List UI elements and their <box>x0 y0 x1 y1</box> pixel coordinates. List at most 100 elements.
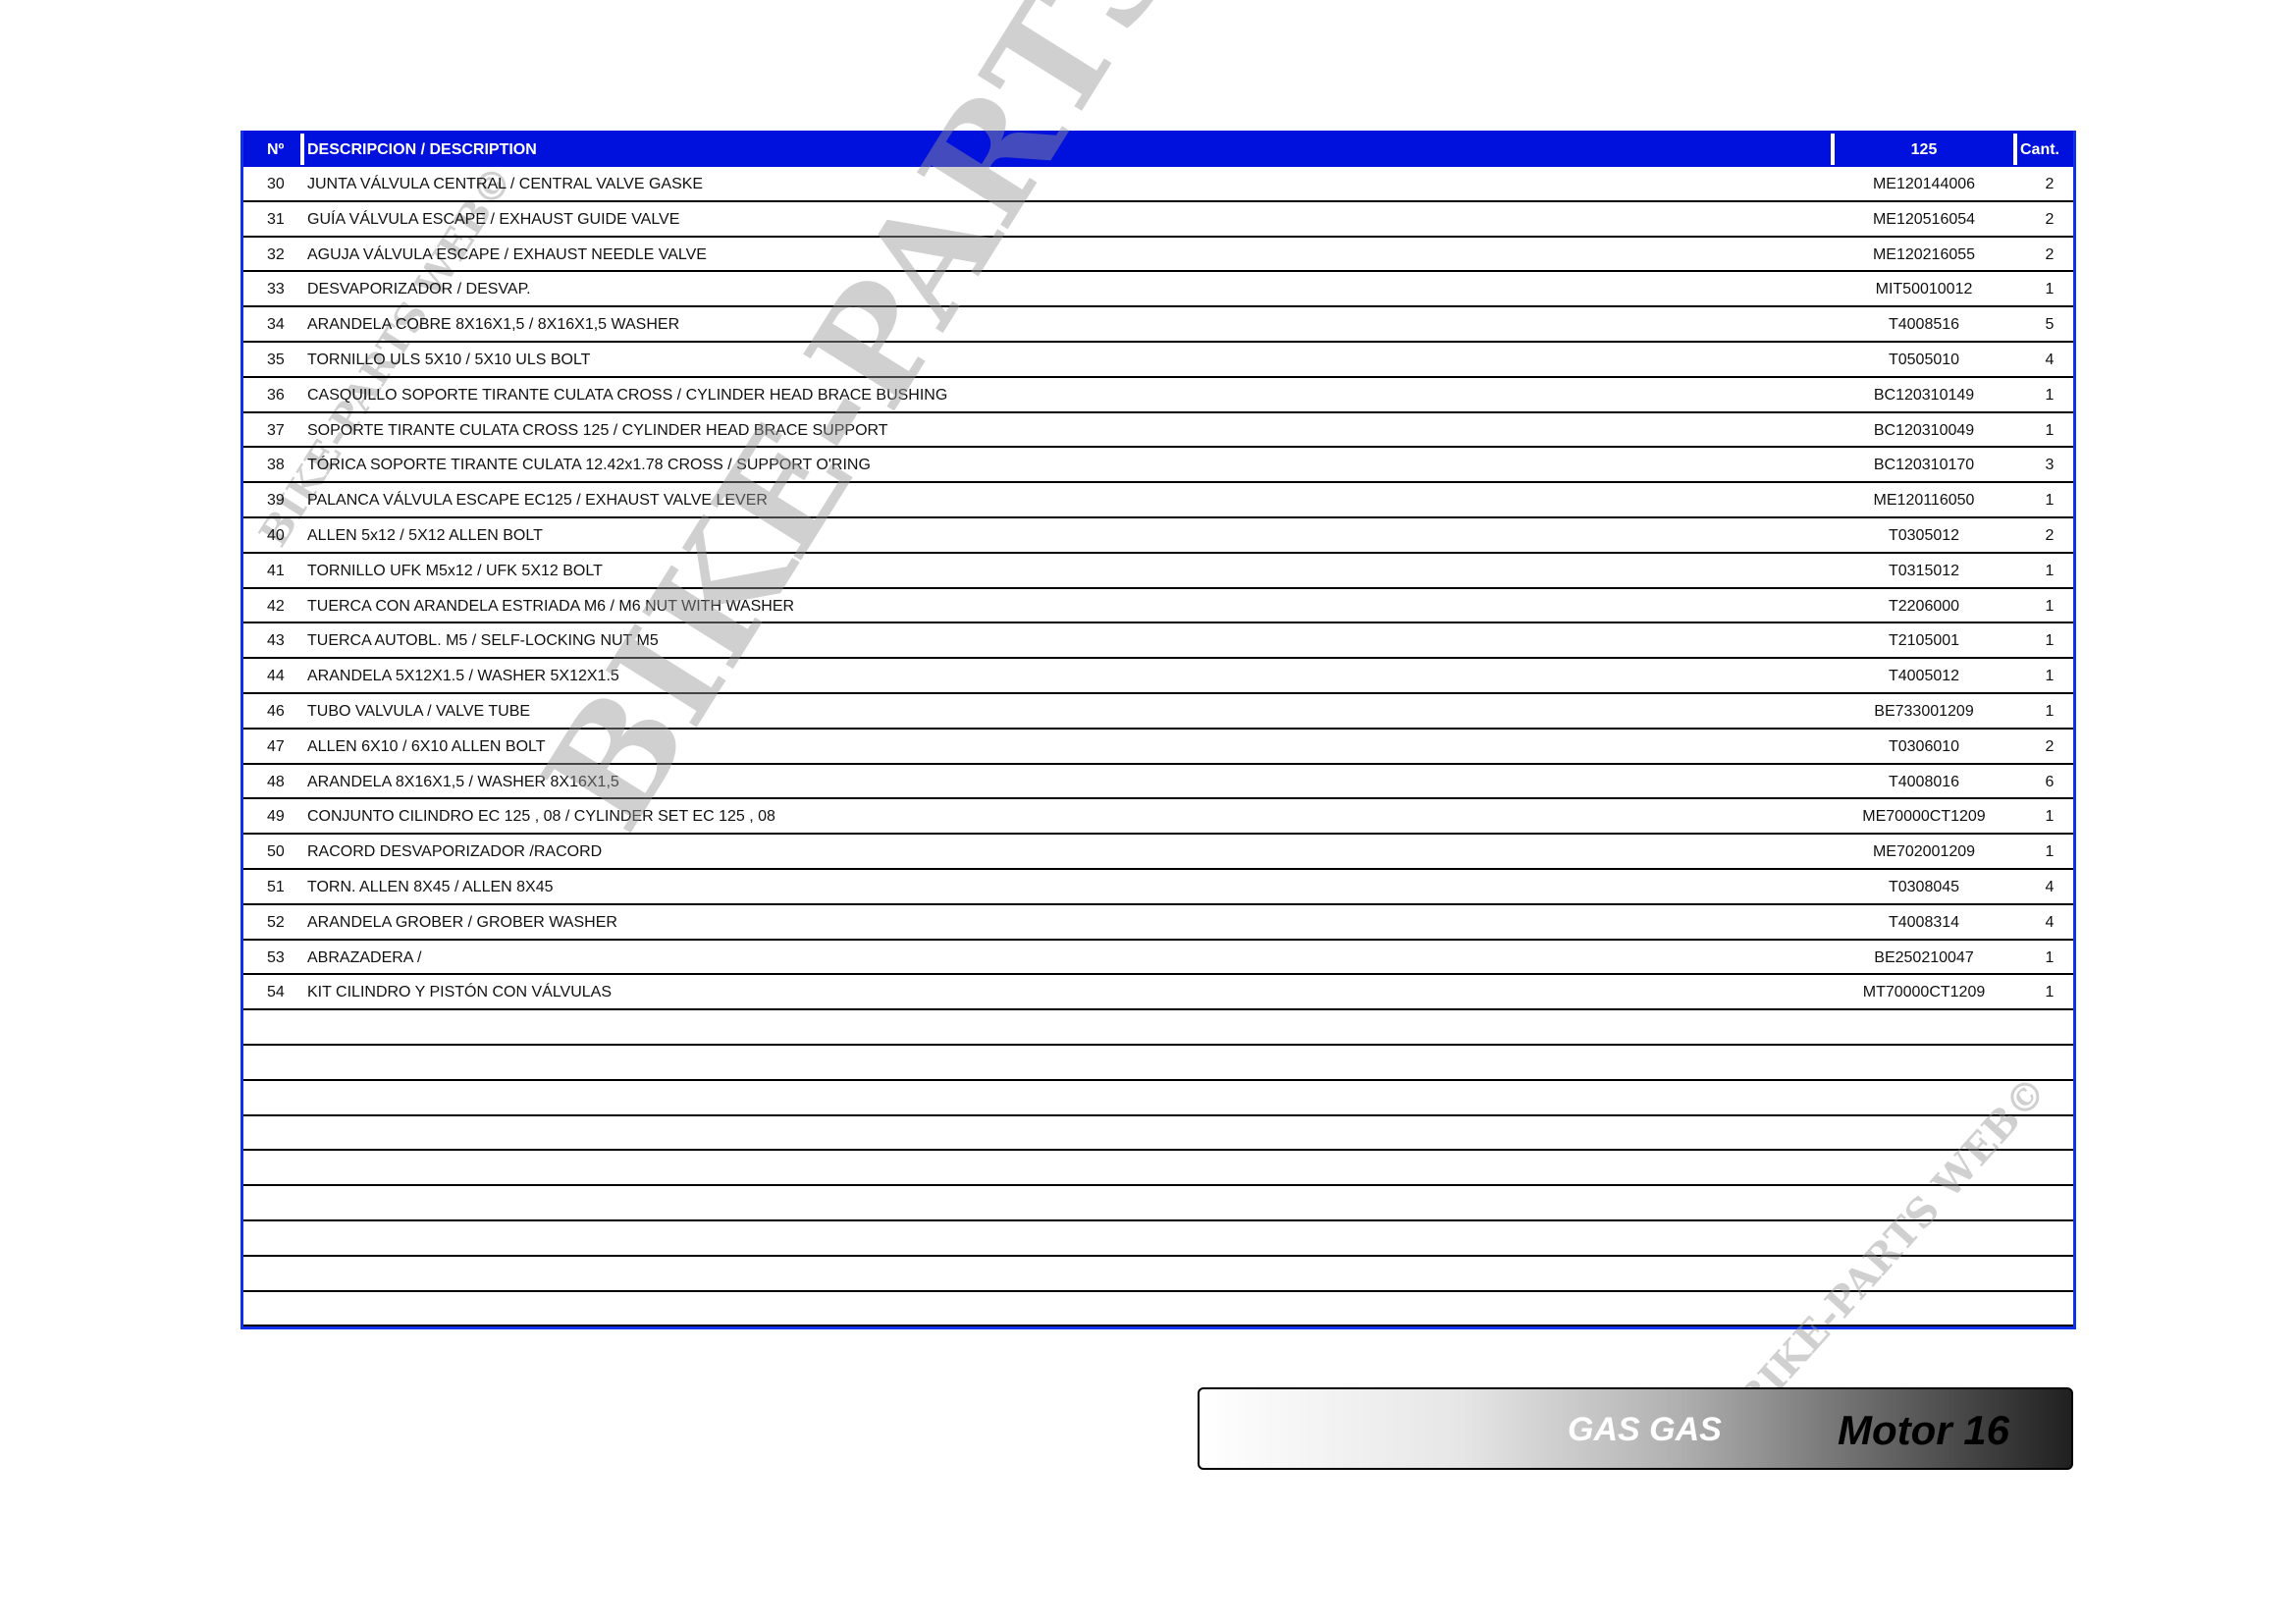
table-row: 33 DESVAPORIZADOR / DESVAP. MIT50010012 1 <box>243 272 2073 308</box>
item-number: 52 <box>267 913 285 931</box>
item-number: 31 <box>267 210 285 228</box>
header-model: 125 <box>1910 141 1938 158</box>
item-quantity: 2 <box>2045 526 2055 544</box>
item-description: AGUJA VÁLVULA ESCAPE / EXHAUST NEEDLE VA… <box>307 245 707 263</box>
table-row: 38 TÓRICA SOPORTE TIRANTE CULATA 12.42x1.… <box>243 448 2073 484</box>
part-code: T0315012 <box>1888 562 1960 579</box>
item-number: 39 <box>267 492 285 510</box>
item-number: 33 <box>267 281 285 298</box>
item-quantity: 1 <box>2045 808 2055 826</box>
item-quantity: 1 <box>2045 492 2055 510</box>
table-row <box>243 1151 2073 1187</box>
item-description: SOPORTE TIRANTE CULATA CROSS 125 / CYLIN… <box>307 421 888 439</box>
item-quantity: 1 <box>2045 386 2055 404</box>
table-row: 32 AGUJA VÁLVULA ESCAPE / EXHAUST NEEDLE … <box>243 238 2073 273</box>
header-no: Nº <box>267 141 285 158</box>
table-row: 47 ALLEN 6X10 / 6X10 ALLEN BOLT T0306010 2 <box>243 730 2073 765</box>
header-description: DESCRIPCION / DESCRIPTION <box>307 141 537 158</box>
item-quantity: 1 <box>2045 702 2055 720</box>
table-row <box>243 1010 2073 1046</box>
table-row: 35 TORNILLO ULS 5X10 / 5X10 ULS BOLT T0505… <box>243 343 2073 378</box>
item-number: 48 <box>267 773 285 790</box>
item-number: 38 <box>267 457 285 474</box>
item-description: TORNILLO ULS 5X10 / 5X10 ULS BOLT <box>307 351 591 368</box>
part-code: BC120310049 <box>1873 421 1975 439</box>
item-number: 51 <box>267 878 285 895</box>
part-code: T2105001 <box>1888 632 1960 650</box>
table-row: 37 SOPORTE TIRANTE CULATA CROSS 125 / CYL… <box>243 413 2073 449</box>
part-code: BC120310149 <box>1873 386 1975 404</box>
item-quantity: 5 <box>2045 316 2055 334</box>
part-code: MIT50010012 <box>1875 281 1973 298</box>
table-row: 48 ARANDELA 8X16X1,5 / WASHER 8X16X1,5 T40… <box>243 765 2073 800</box>
item-description: ABRAZADERA / <box>307 948 422 966</box>
table-row: 43 TUERCA AUTOBL. M5 / SELF-LOCKING NUT M… <box>243 623 2073 660</box>
item-description: ARANDELA 5X12X1.5 / WASHER 5X12X1.5 <box>307 668 619 685</box>
item-description: JUNTA VÁLVULA CENTRAL / CENTRAL VALVE GA… <box>307 176 704 192</box>
item-description: TUERCA CON ARANDELA ESTRIADA M6 / M6 NUT… <box>307 597 795 615</box>
item-description: ALLEN 6X10 / 6X10 ALLEN BOLT <box>307 737 546 755</box>
item-number: 35 <box>267 351 285 368</box>
table-header: Nº DESCRIPCION / DESCRIPTION 125 Cant. <box>243 131 2073 167</box>
part-code: BE250210047 <box>1874 948 1974 966</box>
item-number: 47 <box>267 737 285 755</box>
item-description: ARANDELA COBRE 8X16X1,5 / 8X16X1,5 WASHE… <box>307 316 680 334</box>
table-row <box>243 1257 2073 1292</box>
item-number: 50 <box>267 843 285 861</box>
item-number: 46 <box>267 702 285 720</box>
item-description: GUÍA VÁLVULA ESCAPE / EXHAUST GUIDE VALV… <box>307 210 680 228</box>
table-row <box>243 1292 2073 1327</box>
item-description: KIT CILINDRO Y PISTÓN CON VÁLVULAS <box>307 984 613 1001</box>
item-number: 41 <box>267 562 285 579</box>
table-row: 40 ALLEN 5x12 / 5X12 ALLEN BOLT T0305012 2 <box>243 518 2073 554</box>
item-number: 30 <box>267 176 285 192</box>
header-divider <box>1831 134 1835 165</box>
item-quantity: 3 <box>2045 457 2055 474</box>
table-row: 42 TUERCA CON ARANDELA ESTRIADA M6 / M6 N… <box>243 589 2073 624</box>
part-code: T4008016 <box>1888 773 1960 790</box>
item-quantity: 4 <box>2045 913 2055 931</box>
table-row: 46 TUBO VALVULA / VALVE TUBE BE733001209 1 <box>243 694 2073 730</box>
item-quantity: 1 <box>2045 948 2055 966</box>
brand-label: GAS GAS <box>1568 1411 1722 1448</box>
part-code: ME120216055 <box>1872 245 1976 263</box>
item-description: CASQUILLO SOPORTE TIRANTE CULATA CROSS /… <box>307 386 948 404</box>
table-row <box>243 1046 2073 1081</box>
table-row <box>243 1186 2073 1221</box>
part-code: T0306010 <box>1888 737 1960 755</box>
item-number: 43 <box>267 632 285 650</box>
table-row: 31 GUÍA VÁLVULA ESCAPE / EXHAUST GUIDE VA… <box>243 202 2073 238</box>
footer-banner: GAS GAS Motor 16 <box>1198 1387 2073 1470</box>
item-number: 40 <box>267 526 285 544</box>
item-quantity: 4 <box>2045 878 2055 895</box>
part-code: ME70000CT1209 <box>1862 808 1986 826</box>
item-description: ARANDELA 8X16X1,5 / WASHER 8X16X1,5 <box>307 773 619 790</box>
parts-table: Nº DESCRIPCION / DESCRIPTION 125 Cant. 3… <box>240 131 2076 1330</box>
table-row: 50 RACORD DESVAPORIZADOR /RACORD ME7020012… <box>243 835 2073 870</box>
item-number: 53 <box>267 948 285 966</box>
part-code: ME120516054 <box>1872 210 1976 228</box>
part-code: ME702001209 <box>1872 843 1976 861</box>
item-quantity: 1 <box>2045 843 2055 861</box>
table-row: 54 KIT CILINDRO Y PISTÓN CON VÁLVULAS MT70… <box>243 975 2073 1011</box>
item-description: TÓRICA SOPORTE TIRANTE CULATA 12.42x1.78… <box>307 457 871 474</box>
part-code: T4008516 <box>1888 316 1960 334</box>
item-quantity: 1 <box>2045 421 2055 439</box>
item-description: DESVAPORIZADOR / DESVAP. <box>307 281 531 298</box>
item-description: ARANDELA GROBER / GROBER WASHER <box>307 913 617 931</box>
item-description: RACORD DESVAPORIZADOR /RACORD <box>307 843 603 861</box>
header-divider <box>300 134 304 165</box>
item-quantity: 2 <box>2045 737 2055 755</box>
table-row: 52 ARANDELA GROBER / GROBER WASHER T400831… <box>243 905 2073 941</box>
item-quantity: 1 <box>2045 562 2055 579</box>
part-code: ME120116050 <box>1873 492 1975 510</box>
table-row: 39 PALANCA VÁLVULA ESCAPE EC125 / EXHAUST… <box>243 483 2073 518</box>
item-description: TUERCA AUTOBL. M5 / SELF-LOCKING NUT M5 <box>307 632 659 650</box>
table-body: 30 JUNTA VÁLVULA CENTRAL / CENTRAL VALVE … <box>243 167 2073 1327</box>
header-divider <box>2013 134 2017 165</box>
item-quantity: 2 <box>2045 210 2055 228</box>
item-description: CONJUNTO CILINDRO EC 125 , 08 / CYLINDER… <box>307 808 775 826</box>
part-code: BC120310170 <box>1873 457 1975 474</box>
part-code: BE733001209 <box>1874 702 1974 720</box>
header-qty: Cant. <box>2020 141 2059 158</box>
